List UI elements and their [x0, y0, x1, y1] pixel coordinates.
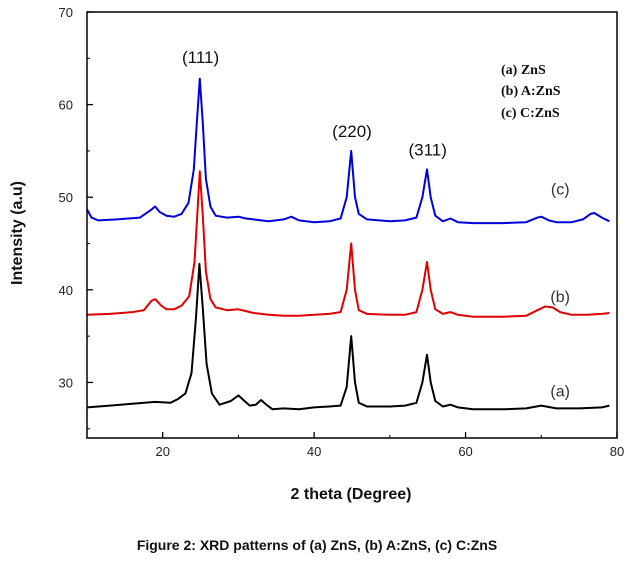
peak-label-311: (311) [408, 141, 446, 160]
figure-caption: Figure 2: XRD patterns of (a) ZnS, (b) A… [136, 537, 498, 553]
series-label-c: (c) [551, 181, 570, 198]
peak-label-220: (220) [332, 122, 372, 141]
y-tick-label-30: 30 [59, 375, 73, 390]
x-tick-label-60: 60 [458, 444, 472, 459]
peak-label-111: (111) [182, 48, 219, 67]
x-axis-title: 2 theta (Degree) [291, 486, 412, 503]
series-line-a [86, 262, 610, 411]
series-label-b: (b) [550, 289, 570, 306]
legend: (a) ZnS (b) A:ZnS (c) C:ZnS [501, 63, 561, 121]
x-tick-label-40: 40 [307, 444, 321, 459]
series-line-b [86, 170, 610, 318]
y-tick-label-50: 50 [59, 190, 73, 205]
y-tick-label-60: 60 [59, 98, 73, 113]
y-tick-label-70: 70 [59, 5, 73, 20]
legend-entry-c: (c) C:ZnS [501, 106, 560, 121]
y-tick-label-40: 40 [59, 283, 73, 298]
xrd-chart: (a) (b) (c) 20 40 60 80 30 40 50 60 70 (111) (220) (31… [9, 5, 624, 503]
legend-entry-b: (b) A:ZnS [501, 84, 561, 99]
y-axis-title: Intensity (a.u) [9, 181, 26, 285]
plot-frame [86, 11, 618, 439]
series-line-c [86, 77, 610, 225]
legend-entry-a: (a) ZnS [501, 63, 546, 78]
series-label-a: (a) [550, 383, 570, 400]
x-tick-label-80: 80 [610, 444, 624, 459]
x-tick-label-20: 20 [155, 444, 169, 459]
